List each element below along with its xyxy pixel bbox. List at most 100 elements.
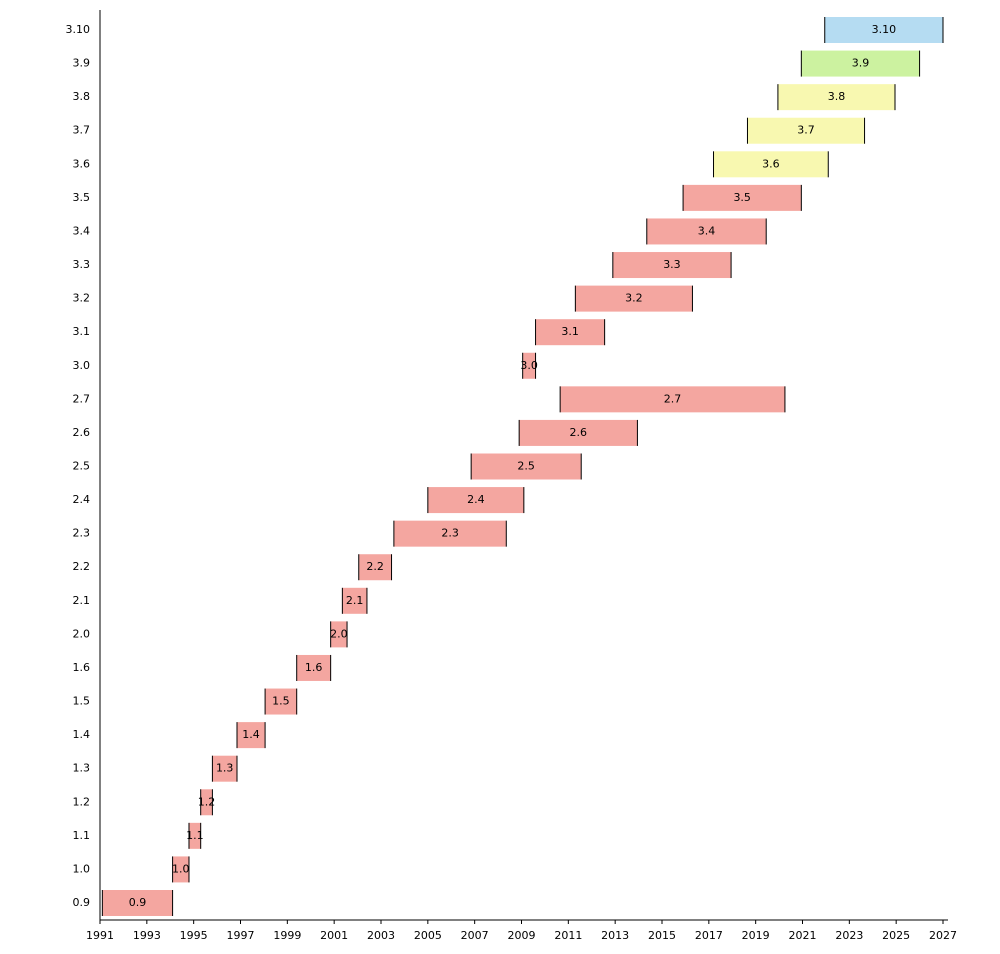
bar [522, 352, 536, 379]
bar [747, 117, 865, 144]
bar [330, 621, 348, 648]
y-tick-label: 2.3 [73, 527, 91, 540]
bar [358, 554, 392, 581]
y-tick-label: 3.0 [73, 359, 91, 372]
bar-label: 3.8 [828, 90, 846, 103]
bar-label: 1.0 [172, 862, 190, 875]
y-tick-label: 2.1 [73, 594, 91, 607]
bar [188, 822, 201, 849]
y-tick-label: 3.9 [73, 57, 91, 70]
y-tick-label: 1.5 [73, 695, 91, 708]
x-tick-label: 2005 [414, 929, 442, 942]
x-tick-label: 2023 [835, 929, 863, 942]
bar [236, 722, 266, 749]
bar-label: 1.4 [242, 728, 260, 741]
bar-label: 3.4 [698, 224, 716, 237]
y-tick-label: 3.7 [73, 124, 91, 137]
x-tick-label: 1995 [180, 929, 208, 942]
x-tick-label: 1999 [273, 929, 301, 942]
bar [342, 587, 367, 614]
x-tick-label: 2011 [554, 929, 582, 942]
bar-label: 2.3 [441, 527, 459, 540]
bar-label: 1.1 [186, 829, 204, 842]
y-tick-label: 2.5 [73, 460, 91, 473]
y-tick-label: 1.4 [73, 728, 91, 741]
y-tick-label: 1.6 [73, 661, 91, 674]
bar-label: 2.5 [517, 460, 535, 473]
y-tick-label: 1.2 [73, 795, 91, 808]
x-tick-label: 1991 [86, 929, 114, 942]
y-tick-label: 2.7 [73, 392, 91, 405]
bar [200, 789, 213, 816]
bar [646, 218, 767, 245]
x-tick-label: 2019 [742, 929, 770, 942]
x-tick-label: 1997 [227, 929, 255, 942]
bar [612, 252, 732, 279]
y-tick-label: 1.3 [73, 762, 91, 775]
y-tick-label: 3.6 [73, 157, 91, 170]
x-tick-label: 2015 [648, 929, 676, 942]
x-tick-label: 2001 [320, 929, 348, 942]
x-tick-label: 2017 [695, 929, 723, 942]
bar-label: 3.0 [520, 359, 538, 372]
y-tick-label: 3.8 [73, 90, 91, 103]
y-tick-label: 3.1 [73, 325, 91, 338]
bar-label: 2.1 [346, 594, 364, 607]
x-tick-label: 2027 [929, 929, 957, 942]
y-tick-label: 3.5 [73, 191, 91, 204]
y-tick-label: 2.4 [73, 493, 91, 506]
x-tick-label: 2013 [601, 929, 629, 942]
bar [172, 856, 189, 883]
bar-label: 3.5 [733, 191, 751, 204]
bar-label: 3.6 [762, 157, 780, 170]
x-tick-label: 2021 [789, 929, 817, 942]
bar-label: 1.2 [198, 795, 216, 808]
bar-label: 3.1 [561, 325, 579, 338]
bar [713, 151, 829, 178]
bar-label: 3.9 [852, 57, 870, 70]
y-tick-label: 3.2 [73, 292, 91, 305]
bar [801, 50, 920, 77]
bar [393, 520, 507, 547]
y-tick-label: 1.1 [73, 829, 91, 842]
y-tick-label: 3.10 [66, 23, 91, 36]
y-tick-label: 0.9 [73, 896, 91, 909]
bar [824, 17, 943, 43]
bar [575, 285, 693, 312]
bar [683, 184, 802, 211]
bar-label: 3.3 [663, 258, 681, 271]
bar [560, 386, 785, 413]
y-tick-label: 3.4 [73, 224, 91, 237]
bar [535, 319, 605, 346]
bar [471, 453, 582, 480]
y-tick-label: 2.0 [73, 627, 91, 640]
bar-label: 1.5 [272, 695, 290, 708]
bar-label: 2.0 [330, 627, 348, 640]
bar-label: 3.7 [797, 124, 815, 137]
x-tick-label: 2003 [367, 929, 395, 942]
y-tick-label: 2.2 [73, 560, 91, 573]
x-tick-label: 2009 [508, 929, 536, 942]
y-tick-label: 1.0 [73, 862, 91, 875]
bar [519, 419, 638, 446]
x-tick-label: 1993 [133, 929, 161, 942]
bar [296, 654, 331, 681]
y-tick-label: 3.3 [73, 258, 91, 271]
bar [265, 688, 297, 715]
bar-label: 0.9 [129, 896, 147, 909]
bar-label: 2.2 [366, 560, 384, 573]
bar-label: 1.3 [216, 762, 234, 775]
bar-label: 2.4 [467, 493, 485, 506]
bar [777, 84, 895, 111]
bar-label: 3.10 [872, 23, 897, 36]
bar [102, 890, 173, 916]
bar-label: 2.7 [664, 392, 682, 405]
bar-label: 2.6 [570, 426, 588, 439]
y-tick-label: 2.6 [73, 426, 91, 439]
bar-label: 1.6 [305, 661, 323, 674]
bar [427, 487, 524, 514]
bar-label: 3.2 [625, 292, 643, 305]
x-tick-label: 2025 [882, 929, 910, 942]
bar [212, 755, 237, 782]
